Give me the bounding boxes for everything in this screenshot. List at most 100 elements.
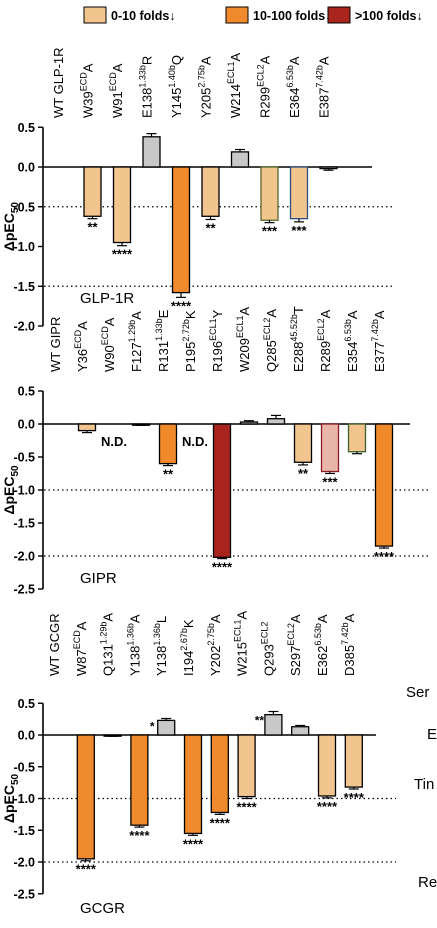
- tick-label-superscript: 1.40b: [167, 65, 177, 88]
- bar: [266, 418, 286, 425]
- panel-label: GCGR: [80, 900, 125, 917]
- tick-label-base: E362: [315, 646, 330, 676]
- y-tick-label: 0.5: [18, 697, 35, 711]
- tick-label-base: S297: [288, 646, 303, 676]
- significance-mark: ****: [112, 247, 133, 262]
- tick-label-superscript: 1.29b: [127, 320, 137, 343]
- tick-label-base: W39: [81, 91, 96, 118]
- legend-swatch: [83, 6, 107, 24]
- tick-label: I1942.67bK: [179, 619, 196, 676]
- y-tick-label: 0.0: [18, 418, 35, 432]
- tick-label-base: W209: [237, 338, 252, 372]
- bar: [317, 734, 337, 797]
- tick-label: Y1381.36bA: [125, 614, 142, 676]
- tick-label-superscript: 1.33b: [154, 318, 164, 341]
- tick-label-base: Q285: [264, 340, 279, 372]
- tick-label-suffix: A: [235, 611, 250, 620]
- significance-mark: ****: [129, 828, 150, 843]
- nd-label: N.D.: [101, 434, 127, 449]
- tick-label-superscript: 6.53b: [313, 623, 323, 646]
- tick-label: Y2052.75bA: [197, 56, 214, 118]
- tick-label-superscript: ECL2: [262, 318, 272, 341]
- y-tick-label: 0.5: [18, 121, 35, 135]
- tick-label-base: R131: [156, 341, 171, 372]
- tick-label: Y1381.36bL: [152, 616, 169, 676]
- tick-label: Y2022.75bA: [206, 614, 223, 676]
- tick-label: S297ECL2A: [286, 614, 303, 676]
- tick-label-superscript: 1.29b: [99, 622, 109, 645]
- nd-label: N.D.: [182, 434, 208, 449]
- tick-label-base: R299: [258, 87, 273, 118]
- y-axis-label-subscript: 50: [10, 773, 21, 785]
- bar: [289, 166, 309, 220]
- tick-label-base: Y205: [199, 88, 214, 118]
- legend-swatch: [327, 6, 351, 24]
- tick-label-base: E377: [372, 342, 387, 372]
- tick-label: P1952.72bK: [181, 310, 198, 372]
- significance-mark: ****: [344, 790, 365, 805]
- tick-label: D3857.42bA: [340, 613, 357, 676]
- tick-label-suffix: A: [318, 309, 333, 318]
- bar: [201, 166, 220, 217]
- bar: [112, 166, 132, 244]
- legend-label: >100 folds↓: [355, 9, 423, 23]
- legend-label: 10-100 folds↓: [253, 9, 332, 23]
- tick-label-base: F127: [129, 342, 144, 372]
- bar: [158, 423, 178, 465]
- tick-label-superscript: ECD: [79, 72, 89, 92]
- y-tick-label: -2.0: [13, 320, 35, 334]
- tick-label-superscript: 7.42b: [340, 622, 350, 645]
- significance-mark: ***: [322, 475, 338, 490]
- tick-label-suffix: A: [372, 310, 387, 319]
- tick-label-superscript: ECL1: [226, 62, 236, 85]
- tick-label-base: Y138: [127, 646, 142, 676]
- legend-entry: 10-100 folds↓: [225, 6, 332, 24]
- tick-label: W214ECL1A: [226, 53, 243, 118]
- significance-mark: ***: [291, 223, 307, 238]
- tick-label-base: WT GLP-1R: [51, 47, 66, 118]
- tick-label-suffix: K: [181, 619, 196, 628]
- tick-label-suffix: K: [183, 310, 198, 319]
- y-tick-label: 0.5: [18, 385, 35, 399]
- bar: [264, 714, 283, 736]
- significance-mark: ****: [210, 815, 231, 830]
- tick-label: WT GCGR: [47, 613, 62, 676]
- tick-label: E28845.52bT: [289, 306, 306, 372]
- tick-label-base: E364: [287, 88, 302, 118]
- tick-label: E1381.33bR: [138, 56, 155, 118]
- tick-label: Q293ECL2: [259, 622, 276, 676]
- bar: [183, 734, 203, 835]
- y-tick-label: -1.0: [13, 240, 35, 254]
- y-tick-label: -0.5: [13, 451, 35, 465]
- tick-label-suffix: A: [101, 613, 116, 622]
- bar: [171, 166, 191, 294]
- tick-label-superscript: ECD: [73, 329, 83, 349]
- tick-label-base: I194: [181, 651, 196, 676]
- tick-label-superscript: 7.42b: [370, 319, 380, 342]
- tick-label-base: WT GIPR: [48, 317, 63, 372]
- tick-label-suffix: A: [317, 56, 332, 65]
- tick-label-superscript: ECL2: [316, 318, 326, 341]
- tick-label-suffix: A: [110, 63, 125, 72]
- tick-label: E3877.42bA: [315, 56, 332, 118]
- tick-label-suffix: E: [156, 309, 171, 318]
- y-tick-label: -2.0: [13, 550, 35, 564]
- tick-label: W87ECDA: [72, 621, 89, 676]
- tick-label: W209ECL1A: [235, 307, 252, 372]
- significance-mark: ****: [76, 862, 97, 877]
- y-tick-label: 0.0: [18, 161, 35, 175]
- tick-label-superscript: 7.42b: [315, 65, 325, 88]
- significance-mark: ****: [212, 560, 233, 575]
- y-axis-label: ΔpEC50: [1, 465, 21, 515]
- tick-label-superscript: ECL2: [259, 622, 269, 645]
- tick-label-superscript: 2.67b: [179, 628, 189, 651]
- y-axis-label-subscript: 50: [10, 202, 21, 214]
- bar: [291, 726, 310, 736]
- tick-label-base: Q131: [101, 644, 116, 676]
- bar: [83, 166, 102, 217]
- tick-label-suffix: A: [102, 317, 117, 326]
- y-axis-label-subscript: 50: [10, 465, 21, 477]
- bar: [344, 734, 363, 788]
- tick-label-suffix: A: [208, 614, 223, 623]
